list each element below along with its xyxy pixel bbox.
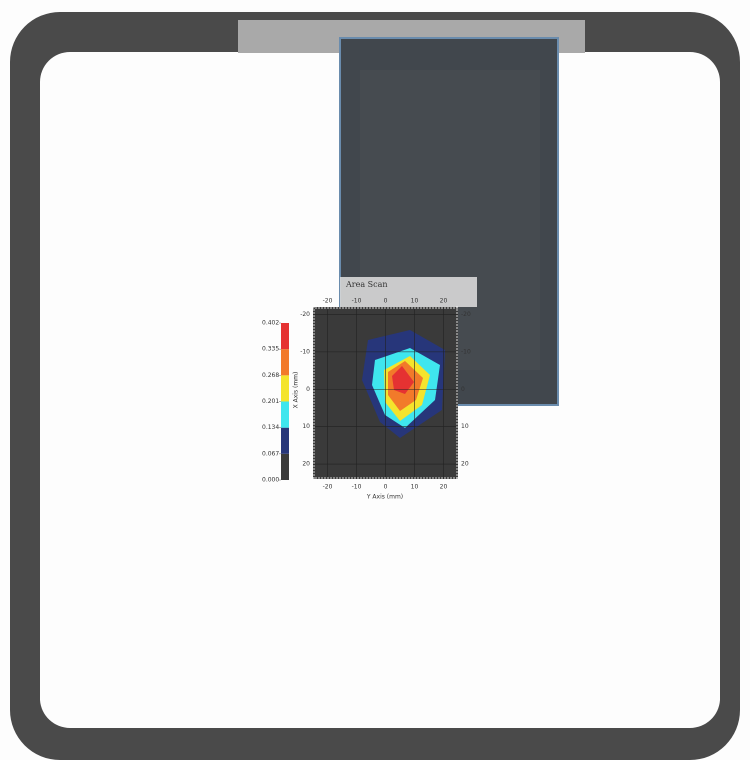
x-tick-label: -10 xyxy=(352,298,362,305)
x-tick-label: 20 xyxy=(440,298,448,305)
x-tick-label: 10 xyxy=(411,298,419,305)
colorbar-segment xyxy=(281,375,289,402)
x-tick-label: 0 xyxy=(384,298,388,305)
contour xyxy=(392,366,414,394)
colorbar-segment xyxy=(281,349,289,376)
x-tick-label: -20 xyxy=(323,484,333,491)
colorbar-label: 0.000 xyxy=(262,477,279,484)
plot-title: Area Scan xyxy=(345,280,388,289)
colorbar-label: 0.402 xyxy=(262,320,279,327)
x-tick-label: -10 xyxy=(352,484,362,491)
y-tick-label: 20 xyxy=(461,461,469,468)
x-tick-label: 10 xyxy=(411,484,419,491)
x-tick-label: 0 xyxy=(384,484,388,491)
colorbar-label: 0.134 xyxy=(262,424,279,431)
colorbar-label: 0.268 xyxy=(262,372,279,379)
colorbar-segment xyxy=(281,427,289,454)
y-tick-label: 10 xyxy=(302,423,310,430)
y-tick-label: 20 xyxy=(302,461,310,468)
colorbar-label: 0.201 xyxy=(262,398,279,405)
y-tick-label: -10 xyxy=(300,348,310,355)
y-tick-label: -20 xyxy=(461,311,471,318)
colorbar-segment xyxy=(281,453,289,480)
y-axis-label: X Axis (mm) xyxy=(293,372,300,409)
x-axis-label: Y Axis (mm) xyxy=(366,494,403,501)
colorbar-label: 0.067 xyxy=(262,450,279,457)
colorbar-label: 0.335 xyxy=(262,346,279,353)
y-tick-label: -20 xyxy=(300,311,310,318)
y-tick-label: 10 xyxy=(461,423,469,430)
y-tick-label: -10 xyxy=(461,348,471,355)
colorbar-segment xyxy=(281,323,289,350)
y-tick-label: 0 xyxy=(306,386,310,393)
title-box xyxy=(340,277,477,307)
x-tick-label: -20 xyxy=(323,298,333,305)
y-tick-label: 0 xyxy=(461,386,465,393)
x-tick-label: 20 xyxy=(440,484,448,491)
colorbar-segment xyxy=(281,401,289,428)
